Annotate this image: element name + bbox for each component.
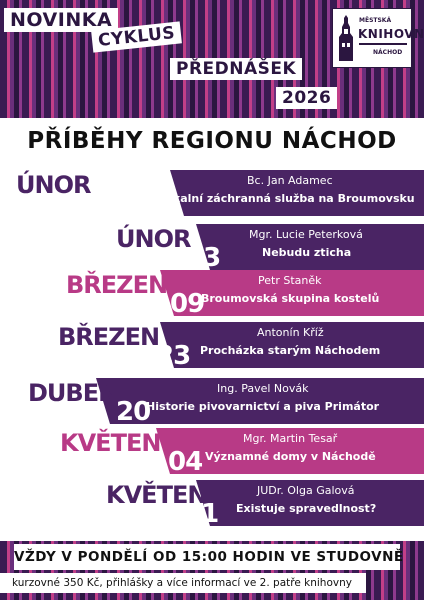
lecture-day: 09 [118, 189, 153, 219]
lecture-row: DUBEN 20 Ing. Pavel Novák Historie pivovarn… [0, 378, 424, 426]
lecture-month: ÚNOR [16, 171, 91, 199]
lecture-speaker: Petr Staněk [258, 274, 322, 287]
lecture-row: KVĚTEN 11 JUDr. Olga Galová Existuje sprave… [0, 480, 424, 528]
info-note: kurzovné 350 Kč, přihlášky a více inform… [0, 573, 366, 593]
novinka-tag: NOVINKA [4, 8, 119, 32]
logo-small-text: MĚSTSKÁ [359, 17, 392, 24]
header-banner: NOVINKA CYKLUS PŘEDNÁŠEK 2026 MĚSTSKÁ KN… [0, 0, 424, 118]
castle-icon [339, 15, 353, 61]
lecture-bar [196, 224, 424, 270]
schedule-note: VŽDY V PONDĚLÍ OD 15:00 HODIN VE STUDOVN… [14, 544, 403, 570]
lecture-row: KVĚTEN 04 Mgr. Martin Tesař Významné domy v… [0, 428, 424, 476]
lecture-month: BŘEZEN [58, 323, 160, 351]
year-tag: 2026 [276, 87, 338, 109]
lecture-bar [160, 322, 424, 368]
lecture-day: 09 [170, 289, 205, 319]
lecture-speaker: JUDr. Olga Galová [257, 484, 355, 497]
lecture-speaker: Bc. Jan Adamec [247, 174, 333, 187]
lecture-bar [170, 170, 424, 216]
logo-divider [359, 43, 407, 45]
lecture-day: 23 [186, 243, 221, 273]
lecture-topic: Historie pivovarnictví a piva Primátor [146, 400, 380, 413]
lecture-day: 11 [184, 499, 219, 529]
lecture-topic: Skalní záchranná služba na Broumovsku [165, 192, 415, 205]
lecture-speaker: Mgr. Martin Tesař [243, 432, 338, 445]
library-logo: MĚSTSKÁ KNIHOVNA NÁCHOD [332, 8, 424, 68]
lecture-topic: Procházka starým Náchodem [200, 344, 381, 357]
lecture-month: KVĚTEN [106, 481, 207, 509]
lecture-speaker: Ing. Pavel Novák [217, 382, 309, 395]
logo-main-text: KNIHOVNA [358, 27, 424, 41]
lecture-day: 04 [168, 447, 203, 477]
lecture-speaker: Antonín Kříž [257, 326, 324, 339]
lecture-topic: Broumovská skupina kostelů [201, 292, 380, 305]
lecture-row: BŘEZEN 09 Petr Staněk Broumovská skupina ko… [0, 270, 424, 318]
lecture-month: BŘEZEN [66, 271, 168, 299]
lecture-month: DUBEN [28, 379, 118, 407]
lecture-bar [96, 378, 424, 424]
lecture-day: 20 [116, 397, 151, 427]
lecture-topic: Významné domy v Náchodě [205, 450, 376, 463]
lecture-row: ÚNOR 09 Bc. Jan Adamec Skalní záchranná slu… [0, 170, 424, 218]
lecture-topic: Nebudu zticha [262, 246, 352, 259]
page-title: PŘÍBĚHY REGIONU NÁCHOD [27, 128, 397, 154]
lecture-day: 23 [156, 341, 191, 371]
lecture-topic: Existuje spravedlnost? [236, 502, 377, 515]
lecture-row: ÚNOR 23 Mgr. Lucie Peterková Nebudu zticha [0, 224, 424, 272]
lecture-bar [196, 480, 424, 526]
logo-town-text: NÁCHOD [373, 49, 403, 56]
lecture-month: KVĚTEN [60, 429, 161, 457]
lecture-row: BŘEZEN 23 Antonín Kříž Procházka starým Nác… [0, 322, 424, 370]
lecture-bar [156, 428, 424, 474]
lecture-month: ÚNOR [116, 225, 191, 253]
lecture-bar [160, 270, 424, 316]
lecture-speaker: Mgr. Lucie Peterková [249, 228, 363, 241]
prednasek-tag: PŘEDNÁŠEK [170, 58, 303, 80]
